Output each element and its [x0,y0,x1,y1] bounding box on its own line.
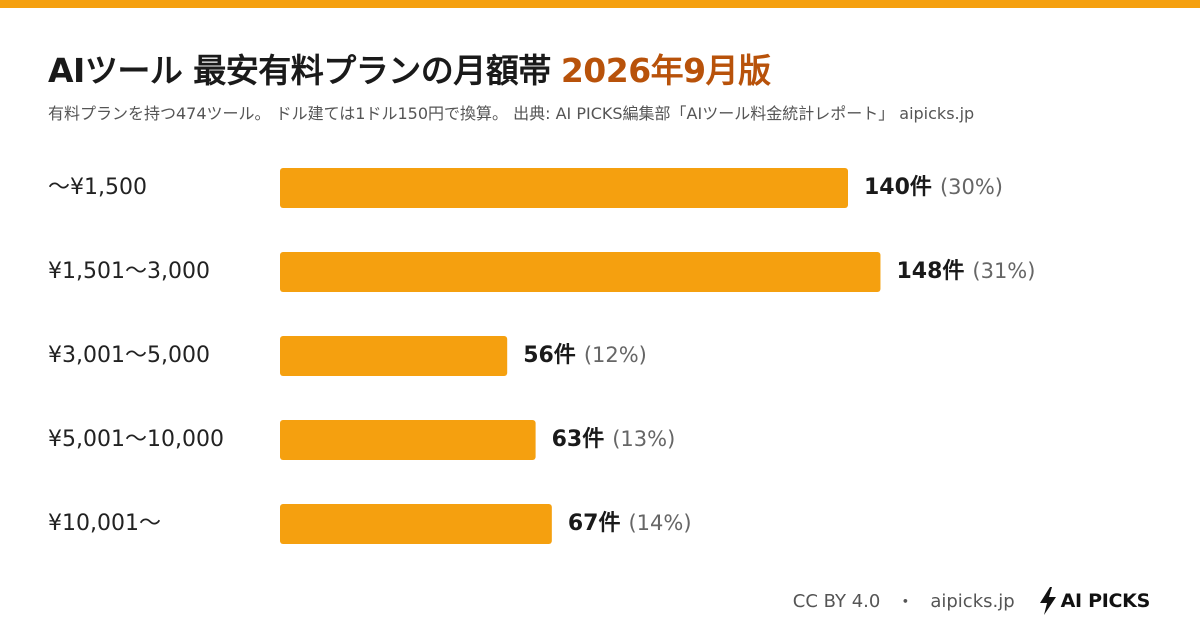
chart-title: AIツール 最安有料プランの月額帯 2026年9月版 [48,44,771,92]
lightning-bolt-icon [1039,587,1056,615]
value-label: 148件 (31%) [896,259,1035,284]
bar [280,504,552,544]
bar [280,252,881,292]
category-label: 〜¥1,500 [48,175,147,200]
value-count: 140件 [864,175,932,200]
value-percent: (14%) [628,511,691,535]
bar [280,420,536,460]
value-count: 56件 [523,343,576,368]
category-label: ¥3,001〜5,000 [48,343,210,368]
value-count: 148件 [896,259,964,284]
top-accent-bar [0,0,1200,8]
category-label: ¥5,001〜10,000 [48,427,224,452]
footer-separator: ・ [896,592,915,613]
bar [280,336,508,376]
bar [280,168,848,208]
value-label: 56件 (12%) [523,343,647,368]
value-label: 63件 (13%) [552,427,676,452]
category-label: ¥1,501〜3,000 [48,259,210,284]
value-percent: (12%) [584,343,647,367]
value-count: 63件 [552,427,605,452]
value-percent: (30%) [940,175,1003,199]
value-label: 140件 (30%) [864,175,1003,200]
brand-name: AI PICKS [1060,590,1151,612]
license-text: CC BY 4.0 [792,590,881,612]
title-main: AIツール 最安有料プランの月額帯 [48,51,551,90]
value-percent: (13%) [612,427,675,451]
value-label: 67件 (14%) [568,511,692,536]
value-count: 67件 [568,511,621,536]
title-edition: 2026年9月版 [560,51,771,90]
category-label: ¥10,001〜 [48,511,161,536]
brand-logo: AI PICKS [1039,587,1150,615]
footer-site[interactable]: aipicks.jp [930,590,1015,612]
footer: CC BY 4.0 ・ aipicks.jp AI PICKS [793,585,1150,617]
chart-subtitle: 有料プランを持つ474ツール。 ドル建ては1ドル150円で換算。 出典: AI … [48,104,975,123]
value-percent: (31%) [972,259,1035,283]
